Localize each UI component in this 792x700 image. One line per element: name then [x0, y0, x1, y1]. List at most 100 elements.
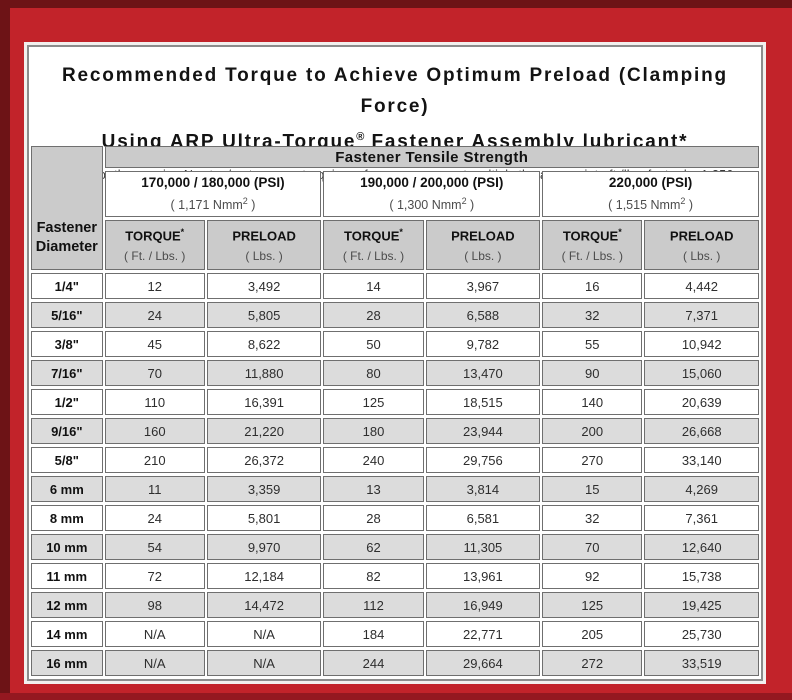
row-diameter: 10 mm: [31, 534, 103, 560]
table-cell: 110: [104, 389, 205, 415]
table-cell: 272: [542, 650, 643, 676]
table-cell: 140: [542, 389, 643, 415]
torque-column-header: TORQUE* ( Ft. / Lbs. ): [542, 220, 643, 270]
table-cell: 3,814: [425, 476, 541, 502]
table-cell: 21,220: [206, 418, 322, 444]
title-line-1: Recommended Torque to Achieve Optimum Pr…: [62, 65, 728, 117]
row-diameter: 1/2": [31, 389, 103, 415]
table-body: 1/4" 12 3,492 14 3,967 16 4,442 5/16" 24 5,805 28 6…: [31, 273, 759, 676]
preload-column-header: PRELOAD ( Lbs. ): [425, 220, 541, 270]
table-cell: 15,738: [644, 563, 759, 589]
table-cell: 24: [104, 505, 205, 531]
table-cell: 70: [104, 360, 205, 386]
table-cell: 16,391: [206, 389, 322, 415]
table-cell: 9,782: [425, 331, 541, 357]
preload-column-header: PRELOAD ( Lbs. ): [644, 220, 759, 270]
table-cell: 9,970: [206, 534, 322, 560]
table-cell: 16,949: [425, 592, 541, 618]
table-row: 5/16" 24 5,805 28 6,588 32 7,371: [31, 302, 759, 328]
table-cell: N/A: [104, 650, 205, 676]
table-cell: 26,372: [206, 447, 322, 473]
row-diameter: 14 mm: [31, 621, 103, 647]
table-cell: 180: [323, 418, 424, 444]
table-cell: N/A: [104, 621, 205, 647]
table-cell: 15,060: [644, 360, 759, 386]
table-cell: 80: [323, 360, 424, 386]
table-cell: 11,880: [206, 360, 322, 386]
table-cell: 82: [323, 563, 424, 589]
table-cell: 6,588: [425, 302, 541, 328]
table-cell: 244: [323, 650, 424, 676]
table-cell: 20,639: [644, 389, 759, 415]
table-cell: 205: [542, 621, 643, 647]
table-cell: 11,305: [425, 534, 541, 560]
table-cell: 3,967: [425, 273, 541, 299]
table-row: 12 mm 98 14,472 112 16,949 125 19,425: [31, 592, 759, 618]
table-cell: 3,492: [206, 273, 322, 299]
table-row: 11 mm 72 12,184 82 13,961 92 15,738: [31, 563, 759, 589]
row-diameter: 9/16": [31, 418, 103, 444]
table-cell: 12,184: [206, 563, 322, 589]
table-cell: 90: [542, 360, 643, 386]
table-cell: 4,442: [644, 273, 759, 299]
table-cell: N/A: [206, 650, 322, 676]
table-cell: 23,944: [425, 418, 541, 444]
psi-header-row: 170,000 / 180,000 (PSI) ( 1,171 Nmm2 ) 1…: [31, 171, 759, 217]
diameter-column-header: Fastener Diameter: [31, 146, 103, 270]
table-cell: 29,664: [425, 650, 541, 676]
table-cell: 125: [542, 592, 643, 618]
torque-column-header: TORQUE* ( Ft. / Lbs. ): [104, 220, 205, 270]
column-header-row: TORQUE* ( Ft. / Lbs. ) PRELOAD ( Lbs. ) …: [31, 220, 759, 270]
row-diameter: 5/16": [31, 302, 103, 328]
row-diameter: 16 mm: [31, 650, 103, 676]
torque-column-header: TORQUE* ( Ft. / Lbs. ): [323, 220, 424, 270]
row-diameter: 6 mm: [31, 476, 103, 502]
table-cell: 24: [104, 302, 205, 328]
table-row: 6 mm 11 3,359 13 3,814 15 4,269: [31, 476, 759, 502]
torque-table: Fastener Diameter Fastener Tensile Stren…: [29, 143, 761, 679]
table-row: 3/8" 45 8,622 50 9,782 55 10,942: [31, 331, 759, 357]
table-cell: 29,756: [425, 447, 541, 473]
table-cell: 7,361: [644, 505, 759, 531]
table-cell: 14,472: [206, 592, 322, 618]
row-diameter: 7/16": [31, 360, 103, 386]
table-cell: 12,640: [644, 534, 759, 560]
table-cell: 270: [542, 447, 643, 473]
psi-group-header: 190,000 / 200,000 (PSI) ( 1,300 Nmm2 ): [323, 171, 541, 217]
document-panel: Recommended Torque to Achieve Optimum Pr…: [27, 45, 763, 681]
table-cell: 160: [104, 418, 205, 444]
row-diameter: 5/8": [31, 447, 103, 473]
frame-top-edge: [0, 0, 792, 8]
table-row: 7/16" 70 11,880 80 13,470 90 15,060: [31, 360, 759, 386]
table-cell: 3,359: [206, 476, 322, 502]
table-cell: 54: [104, 534, 205, 560]
table-row: 14 mm N/A N/A 184 22,771 205 25,730: [31, 621, 759, 647]
table-row: 10 mm 54 9,970 62 11,305 70 12,640: [31, 534, 759, 560]
row-diameter: 12 mm: [31, 592, 103, 618]
table-cell: 112: [323, 592, 424, 618]
table-cell: 16: [542, 273, 643, 299]
table-cell: 45: [104, 331, 205, 357]
table-cell: 8,622: [206, 331, 322, 357]
table-cell: 72: [104, 563, 205, 589]
table-row: 9/16" 160 21,220 180 23,944 200 26,668: [31, 418, 759, 444]
table-cell: 92: [542, 563, 643, 589]
preload-column-header: PRELOAD ( Lbs. ): [206, 220, 322, 270]
table-cell: 184: [323, 621, 424, 647]
table-cell: 62: [323, 534, 424, 560]
table-cell: 98: [104, 592, 205, 618]
table-row: 1/2" 110 16,391 125 18,515 140 20,639: [31, 389, 759, 415]
row-diameter: 3/8": [31, 331, 103, 357]
table-cell: 240: [323, 447, 424, 473]
table-cell: 13,470: [425, 360, 541, 386]
table-row: 5/8" 210 26,372 240 29,756 270 33,140: [31, 447, 759, 473]
frame-left-edge: [0, 0, 10, 700]
table-cell: 15: [542, 476, 643, 502]
table-cell: 33,140: [644, 447, 759, 473]
table-cell: 4,269: [644, 476, 759, 502]
table-cell: 26,668: [644, 418, 759, 444]
table-cell: 11: [104, 476, 205, 502]
table-cell: N/A: [206, 621, 322, 647]
table-cell: 6,581: [425, 505, 541, 531]
table-cell: 50: [323, 331, 424, 357]
